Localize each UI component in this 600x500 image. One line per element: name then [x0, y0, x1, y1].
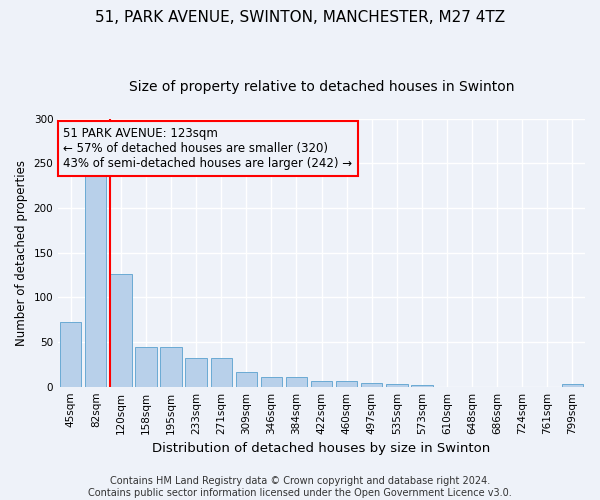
Bar [261, 377, 282, 386]
Y-axis label: Number of detached properties: Number of detached properties [15, 160, 28, 346]
Bar [286, 377, 307, 386]
Bar [361, 383, 382, 386]
Bar [110, 274, 131, 386]
Text: Contains HM Land Registry data © Crown copyright and database right 2024.
Contai: Contains HM Land Registry data © Crown c… [88, 476, 512, 498]
Bar [311, 382, 332, 386]
X-axis label: Distribution of detached houses by size in Swinton: Distribution of detached houses by size … [152, 442, 491, 455]
Bar [211, 358, 232, 386]
Text: 51 PARK AVENUE: 123sqm
← 57% of detached houses are smaller (320)
43% of semi-de: 51 PARK AVENUE: 123sqm ← 57% of detached… [64, 127, 353, 170]
Bar [136, 348, 157, 387]
Bar [236, 372, 257, 386]
Bar [411, 385, 433, 386]
Title: Size of property relative to detached houses in Swinton: Size of property relative to detached ho… [129, 80, 514, 94]
Bar [185, 358, 207, 386]
Bar [336, 382, 358, 386]
Bar [85, 174, 106, 386]
Bar [160, 348, 182, 387]
Bar [562, 384, 583, 386]
Bar [60, 322, 82, 386]
Text: 51, PARK AVENUE, SWINTON, MANCHESTER, M27 4TZ: 51, PARK AVENUE, SWINTON, MANCHESTER, M2… [95, 10, 505, 25]
Bar [386, 384, 407, 386]
